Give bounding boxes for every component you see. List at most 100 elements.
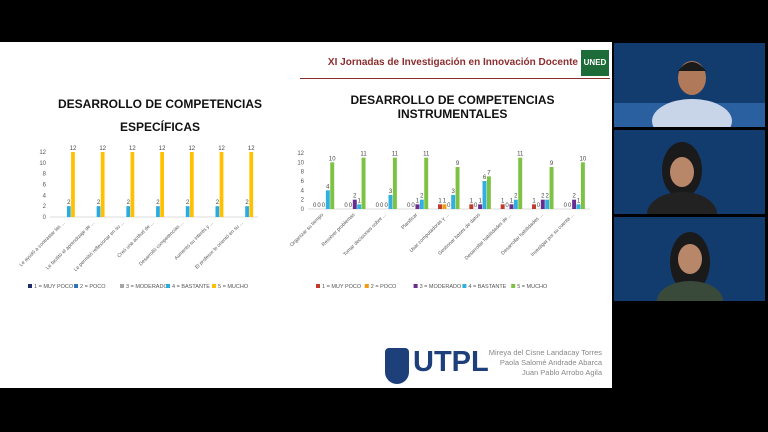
- data-label: 0: [411, 203, 415, 209]
- bar: [71, 152, 75, 217]
- bar: [442, 204, 447, 209]
- y-tick-label: 4: [301, 188, 305, 194]
- data-label: 1: [443, 198, 447, 204]
- data-label: 0: [474, 203, 478, 209]
- bar: [518, 157, 523, 209]
- bar: [245, 206, 249, 217]
- legend-label: 5 = MUCHO: [517, 284, 548, 290]
- data-label: 0: [317, 203, 321, 209]
- y-tick-label: 0: [301, 207, 305, 213]
- bar: [580, 162, 585, 209]
- data-label: 2: [127, 200, 131, 206]
- data-label: 0: [344, 203, 348, 209]
- y-tick-label: 2: [43, 204, 47, 210]
- data-label: 2: [97, 200, 101, 206]
- participant: [647, 142, 717, 214]
- author: Juan Pablo Arrobo Agila: [521, 368, 602, 377]
- data-label: 0: [447, 203, 451, 209]
- data-label: 2: [572, 194, 576, 200]
- data-label: 1: [478, 198, 482, 204]
- data-label: 2: [514, 194, 518, 200]
- data-label: 2: [541, 194, 545, 200]
- x-tick-label: Organizar su tiempo: [289, 212, 325, 248]
- data-label: 2: [245, 200, 249, 206]
- data-label: 1: [501, 198, 505, 204]
- legend-label: 5 = MUCHO: [218, 284, 249, 290]
- x-tick-label: Planificar: [400, 212, 419, 231]
- participant: [657, 232, 723, 301]
- bar: [424, 157, 429, 209]
- bar: [126, 206, 131, 217]
- y-tick-label: 0: [43, 215, 47, 221]
- data-label: 6: [483, 175, 487, 181]
- data-label: 2: [156, 200, 160, 206]
- y-tick-label: 10: [297, 160, 304, 166]
- data-label: 10: [329, 156, 336, 162]
- bar: [455, 167, 460, 209]
- data-label: 7: [487, 170, 491, 176]
- bar: [330, 162, 335, 209]
- bar: [392, 157, 397, 209]
- legend-label: 1 = MUY POCO: [322, 284, 362, 290]
- bar: [478, 204, 483, 209]
- data-label: 0: [407, 203, 411, 209]
- bar: [219, 152, 224, 217]
- bar: [513, 199, 518, 209]
- video-tile: [614, 217, 765, 301]
- data-label: 11: [392, 152, 399, 158]
- bar: [545, 199, 550, 209]
- bar: [156, 206, 160, 217]
- bar: [576, 204, 581, 209]
- video-tile: [614, 43, 765, 127]
- data-label: 12: [99, 146, 106, 152]
- y-tick-label: 2: [301, 198, 305, 204]
- bar: [532, 204, 536, 209]
- legend-swatch: [413, 284, 418, 288]
- data-label: 2: [545, 194, 549, 200]
- y-tick-label: 12: [297, 151, 304, 157]
- data-label: 0: [376, 203, 380, 209]
- y-tick-label: 6: [43, 183, 47, 189]
- data-label: 0: [349, 203, 353, 209]
- legend-swatch: [212, 284, 216, 288]
- bar: [540, 199, 545, 209]
- legend-swatch: [511, 284, 516, 288]
- slide: XI Jornadas de Investigación en Innovaci…: [0, 42, 612, 388]
- y-tick-label: 12: [39, 150, 46, 156]
- data-label: 0: [380, 203, 384, 209]
- data-label: 1: [438, 198, 442, 204]
- data-label: 0: [384, 203, 388, 209]
- bar: [215, 206, 220, 217]
- legend-label: 3 = MODERADO: [126, 284, 168, 290]
- bar: [549, 167, 554, 209]
- legend-swatch: [364, 284, 369, 288]
- legend-swatch: [28, 284, 32, 288]
- data-label: 2: [186, 200, 190, 206]
- data-label: 9: [456, 161, 460, 167]
- bar: [100, 152, 105, 217]
- data-label: 1: [577, 198, 581, 204]
- chart-title: DESARROLLO DE COMPETENCIAS ESPECÍFICAS: [57, 97, 262, 134]
- footer-logo: [385, 348, 409, 384]
- x-tick-label: Resolver problemas: [321, 212, 357, 248]
- y-tick-label: 4: [43, 193, 47, 199]
- x-tick-label: Le permitió reflexionar en su ...: [73, 220, 126, 273]
- bar: [482, 181, 487, 209]
- bar: [160, 152, 164, 217]
- bar: [438, 204, 442, 209]
- data-label: 0: [568, 203, 572, 209]
- data-label: 12: [188, 146, 195, 152]
- bar: [66, 206, 71, 217]
- bar: [419, 199, 424, 209]
- bar: [352, 199, 357, 209]
- legend-swatch: [462, 284, 467, 288]
- bar: [189, 152, 194, 217]
- legend-label: 1 = MUY POCO: [34, 284, 74, 290]
- data-label: 1: [357, 198, 361, 204]
- data-label: 4: [326, 184, 330, 190]
- legend-label: 2 = POCO: [80, 284, 106, 290]
- y-tick-label: 8: [301, 170, 305, 176]
- bar: [185, 206, 190, 217]
